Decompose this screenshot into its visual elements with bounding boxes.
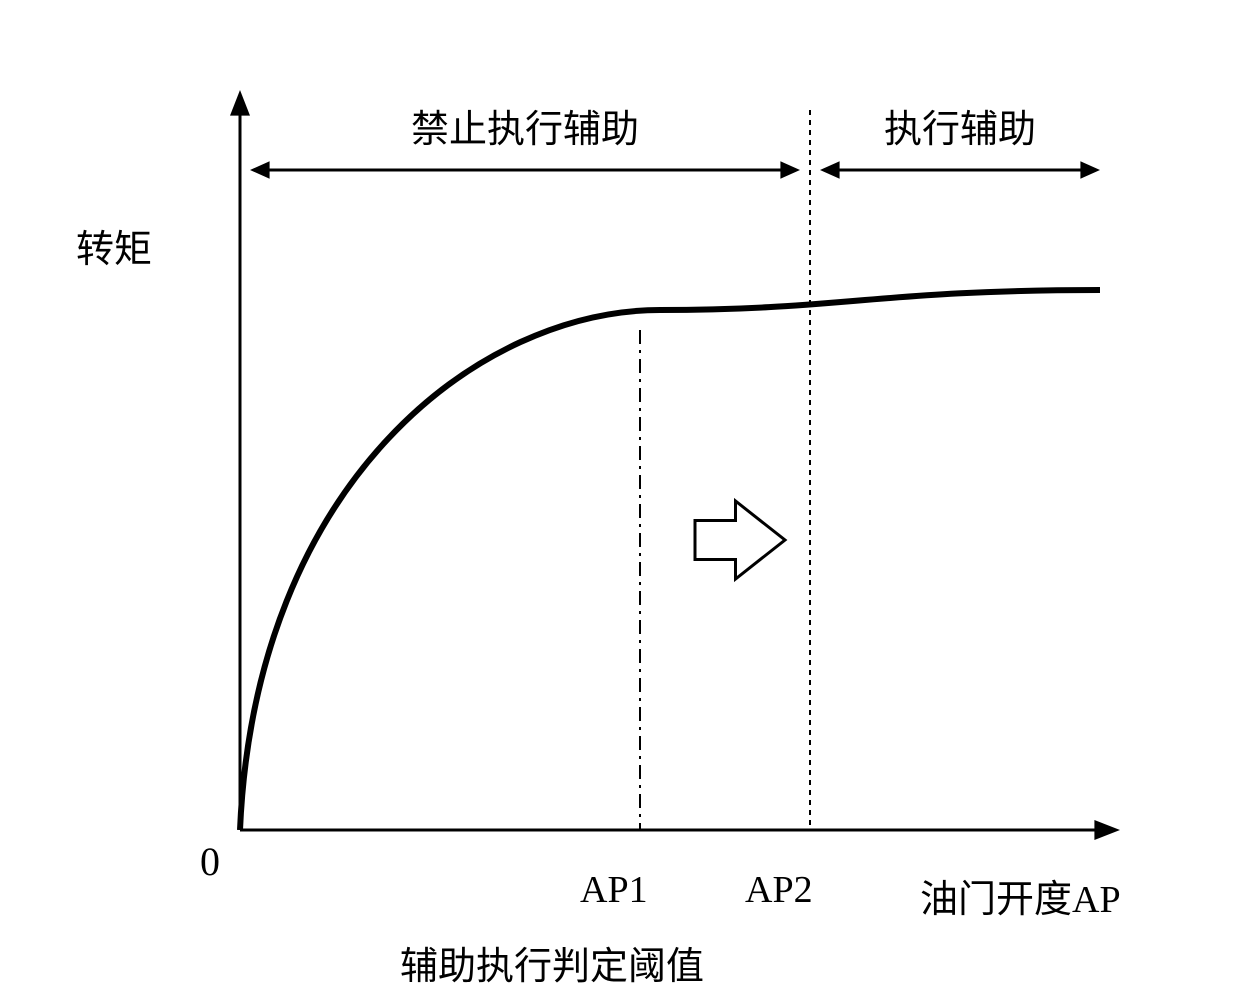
x-axis-label: 油门开度AP <box>920 868 1121 923</box>
caption-label: 辅助执行判定阈值 <box>400 935 704 990</box>
region-left-label: 禁止执行辅助 <box>411 98 639 153</box>
ap1-label: AP1 <box>580 868 648 912</box>
torque-curve <box>240 290 1100 830</box>
x-axis <box>240 820 1120 840</box>
y-axis-label: 转矩 <box>76 218 152 273</box>
ap2-label: AP2 <box>745 868 813 912</box>
y-axis <box>230 90 250 830</box>
block-arrow-icon <box>695 501 785 579</box>
origin-label: 0 <box>200 838 220 885</box>
region-right-label: 执行辅助 <box>884 98 1036 153</box>
region-arrow-right <box>820 161 1100 179</box>
region-arrow-left <box>250 161 800 179</box>
